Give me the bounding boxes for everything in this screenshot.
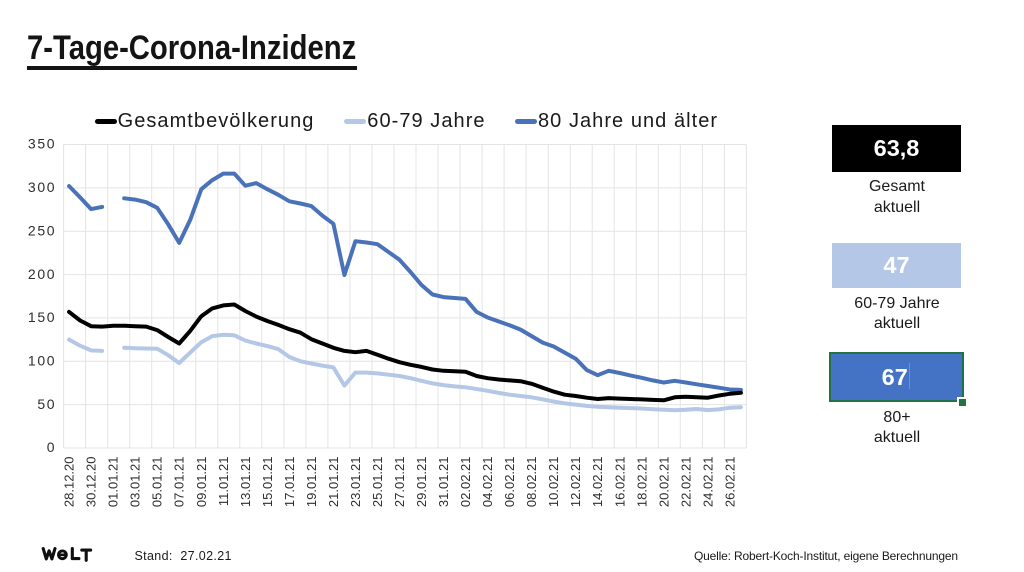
svg-text:12.02.21: 12.02.21 (568, 457, 583, 508)
svg-text:28.12.20: 28.12.20 (62, 457, 77, 508)
svg-text:06.02.21: 06.02.21 (502, 457, 517, 508)
svg-text:29.01.21: 29.01.21 (414, 457, 429, 508)
svg-text:350: 350 (28, 136, 56, 152)
svg-text:31.01.21: 31.01.21 (436, 457, 451, 508)
svg-text:16.02.21: 16.02.21 (612, 457, 627, 508)
svg-text:03.01.21: 03.01.21 (128, 457, 143, 508)
svg-text:200: 200 (28, 266, 56, 282)
svg-text:22.02.21: 22.02.21 (678, 457, 693, 508)
svg-text:300: 300 (28, 179, 56, 195)
svg-text:24.02.21: 24.02.21 (700, 457, 715, 508)
svg-text:01.01.21: 01.01.21 (106, 457, 121, 508)
svg-text:02.02.21: 02.02.21 (458, 457, 473, 508)
svg-text:14.02.21: 14.02.21 (590, 457, 605, 508)
svg-text:04.02.21: 04.02.21 (480, 457, 495, 508)
svg-text:150: 150 (28, 309, 56, 325)
svg-text:18.02.21: 18.02.21 (634, 457, 649, 508)
svg-text:30.12.20: 30.12.20 (84, 457, 99, 508)
svg-text:13.01.21: 13.01.21 (238, 457, 253, 508)
svg-text:23.01.21: 23.01.21 (348, 457, 363, 508)
svg-text:08.02.21: 08.02.21 (524, 457, 539, 508)
svg-text:250: 250 (28, 222, 56, 238)
svg-text:27.01.21: 27.01.21 (392, 457, 407, 508)
svg-text:50: 50 (37, 396, 56, 412)
svg-text:09.01.21: 09.01.21 (194, 457, 209, 508)
svg-text:17.01.21: 17.01.21 (282, 457, 297, 508)
svg-text:25.01.21: 25.01.21 (370, 457, 385, 508)
svg-text:07.01.21: 07.01.21 (172, 457, 187, 508)
svg-text:15.01.21: 15.01.21 (260, 457, 275, 508)
svg-text:21.01.21: 21.01.21 (326, 457, 341, 508)
svg-text:19.01.21: 19.01.21 (304, 457, 319, 508)
svg-text:10.02.21: 10.02.21 (546, 457, 561, 508)
svg-text:11.01.21: 11.01.21 (216, 457, 231, 507)
svg-text:05.01.21: 05.01.21 (150, 457, 165, 508)
svg-text:0: 0 (47, 439, 57, 455)
svg-text:26.02.21: 26.02.21 (722, 457, 737, 508)
svg-text:100: 100 (28, 353, 56, 369)
svg-text:20.02.21: 20.02.21 (656, 457, 671, 508)
